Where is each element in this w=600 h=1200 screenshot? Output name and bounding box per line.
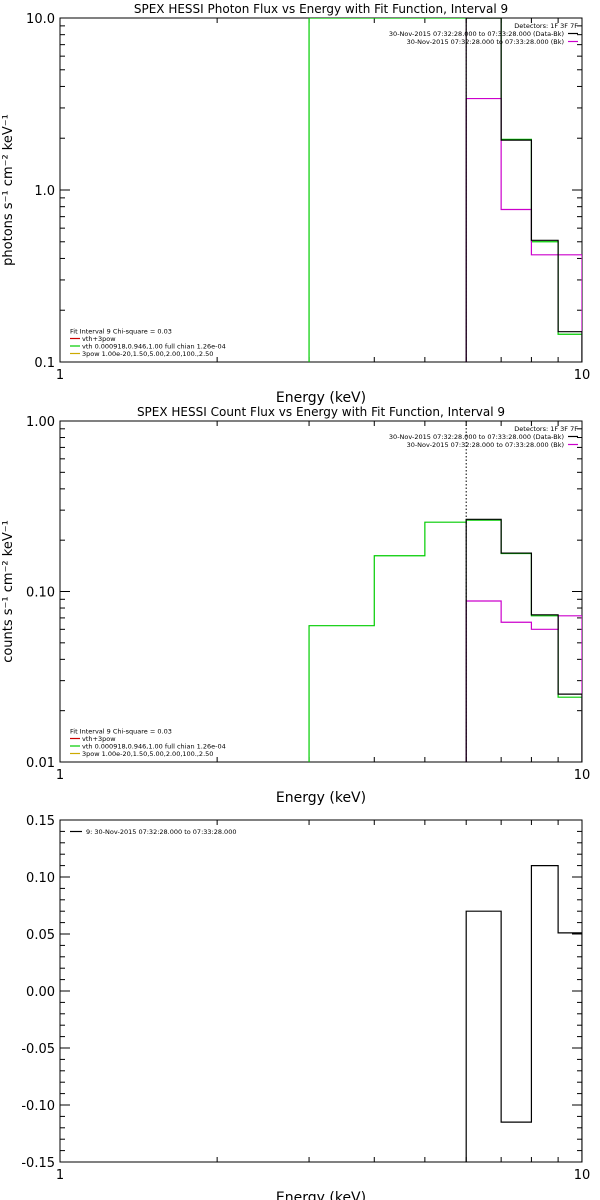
legend-heading: Fit Interval 9 Chi-square = 0.03 [70,728,172,736]
legend-entry-label: vth 0.000918,0.946,1.00 full chian 1.26e… [82,743,226,751]
y-axis-label: counts s⁻¹ cm⁻² keV⁻¹ [1,520,16,663]
legend-entry-label: 9: 30-Nov-2015 07:32:28.000 to 07:33:28.… [86,828,236,836]
chart-title: SPEX HESSI Count Flux vs Energy with Fit… [137,405,505,419]
legend-entry-label: 30-Nov-2015 07:32:28.000 to 07:33:28.000… [389,433,564,441]
y-tick-label: 0.01 [26,756,55,771]
legend-heading: Detectors: 1F 3F 7F [514,22,578,30]
chart-title: SPEX HESSI Photon Flux vs Energy with Fi… [134,2,508,16]
chart-panel-3: 1 10 Energy (keV) -0.15 -0.10 -0.05 0.00 0.05 0.… [21,814,590,1200]
legend-entry-label: vth 0.000918,0.946,1.00 full chian 1.26e… [82,343,226,351]
chart-panel-2: SPEX HESSI Count Flux vs Energy with Fit… [1,405,590,806]
legend-entry-label: 30-Nov-2015 07:32:28.000 to 07:33:28.000… [407,38,564,46]
series-line [465,518,582,762]
legend-heading: Fit Interval 9 Chi-square = 0.03 [70,328,172,336]
y-tick-label: 0.00 [26,985,55,1000]
y-tick-label: -0.05 [21,1042,55,1057]
y-tick-label: -0.15 [21,1156,55,1171]
legend-entry-label: 30-Nov-2015 07:32:28.000 to 07:33:28.000… [407,441,564,449]
y-axis-label: photons s⁻¹ cm⁻² keV⁻¹ [1,114,16,266]
y-tick-label: 0.15 [26,814,55,829]
chart-panel-1: SPEX HESSI Photon Flux vs Energy with Fi… [1,2,590,406]
legend-heading: Detectors: 1F 3F 7F [514,425,578,433]
y-tick-label: -0.10 [21,1099,55,1114]
plot-area [465,865,582,1162]
y-tick-label: 1.0 [34,184,55,199]
legend-entry-label: vth+3pow [82,335,116,343]
x-tick-label: 1 [56,368,64,383]
x-tick-label: 1 [56,768,64,783]
y-tick-label: 10.0 [26,12,55,27]
plot-area [308,18,582,362]
x-tick-label: 10 [574,368,591,383]
series-line [465,865,582,1162]
x-tick-label: 10 [574,1168,591,1183]
x-axis-label: Energy (keV) [276,790,366,806]
x-axis-label: Energy (keV) [276,390,366,406]
series-line [465,18,582,362]
series-line [465,600,582,762]
legend-entry-label: vth+3pow [82,735,116,743]
legend-entry-label: 30-Nov-2015 07:32:28.000 to 07:33:28.000… [389,30,564,38]
x-tick-label: 10 [574,768,591,783]
y-tick-label: 0.10 [26,586,55,601]
plot-area [308,421,582,762]
legend-entry-label: 3pow 1.00e-20,1.50,5.00,2.00,100.,2.50 [82,750,213,758]
x-axis-label: Energy (keV) [276,1190,366,1200]
series-line [308,18,582,362]
y-tick-label: 1.00 [26,415,55,430]
x-tick-label: 1 [56,1168,64,1183]
legend-entry-label: 3pow 1.00e-20,1.50,5.00,2.00,100.,2.50 [82,350,213,358]
y-tick-label: 0.10 [26,871,55,886]
y-tick-label: 0.05 [26,928,55,943]
y-tick-label: 0.1 [34,356,55,371]
